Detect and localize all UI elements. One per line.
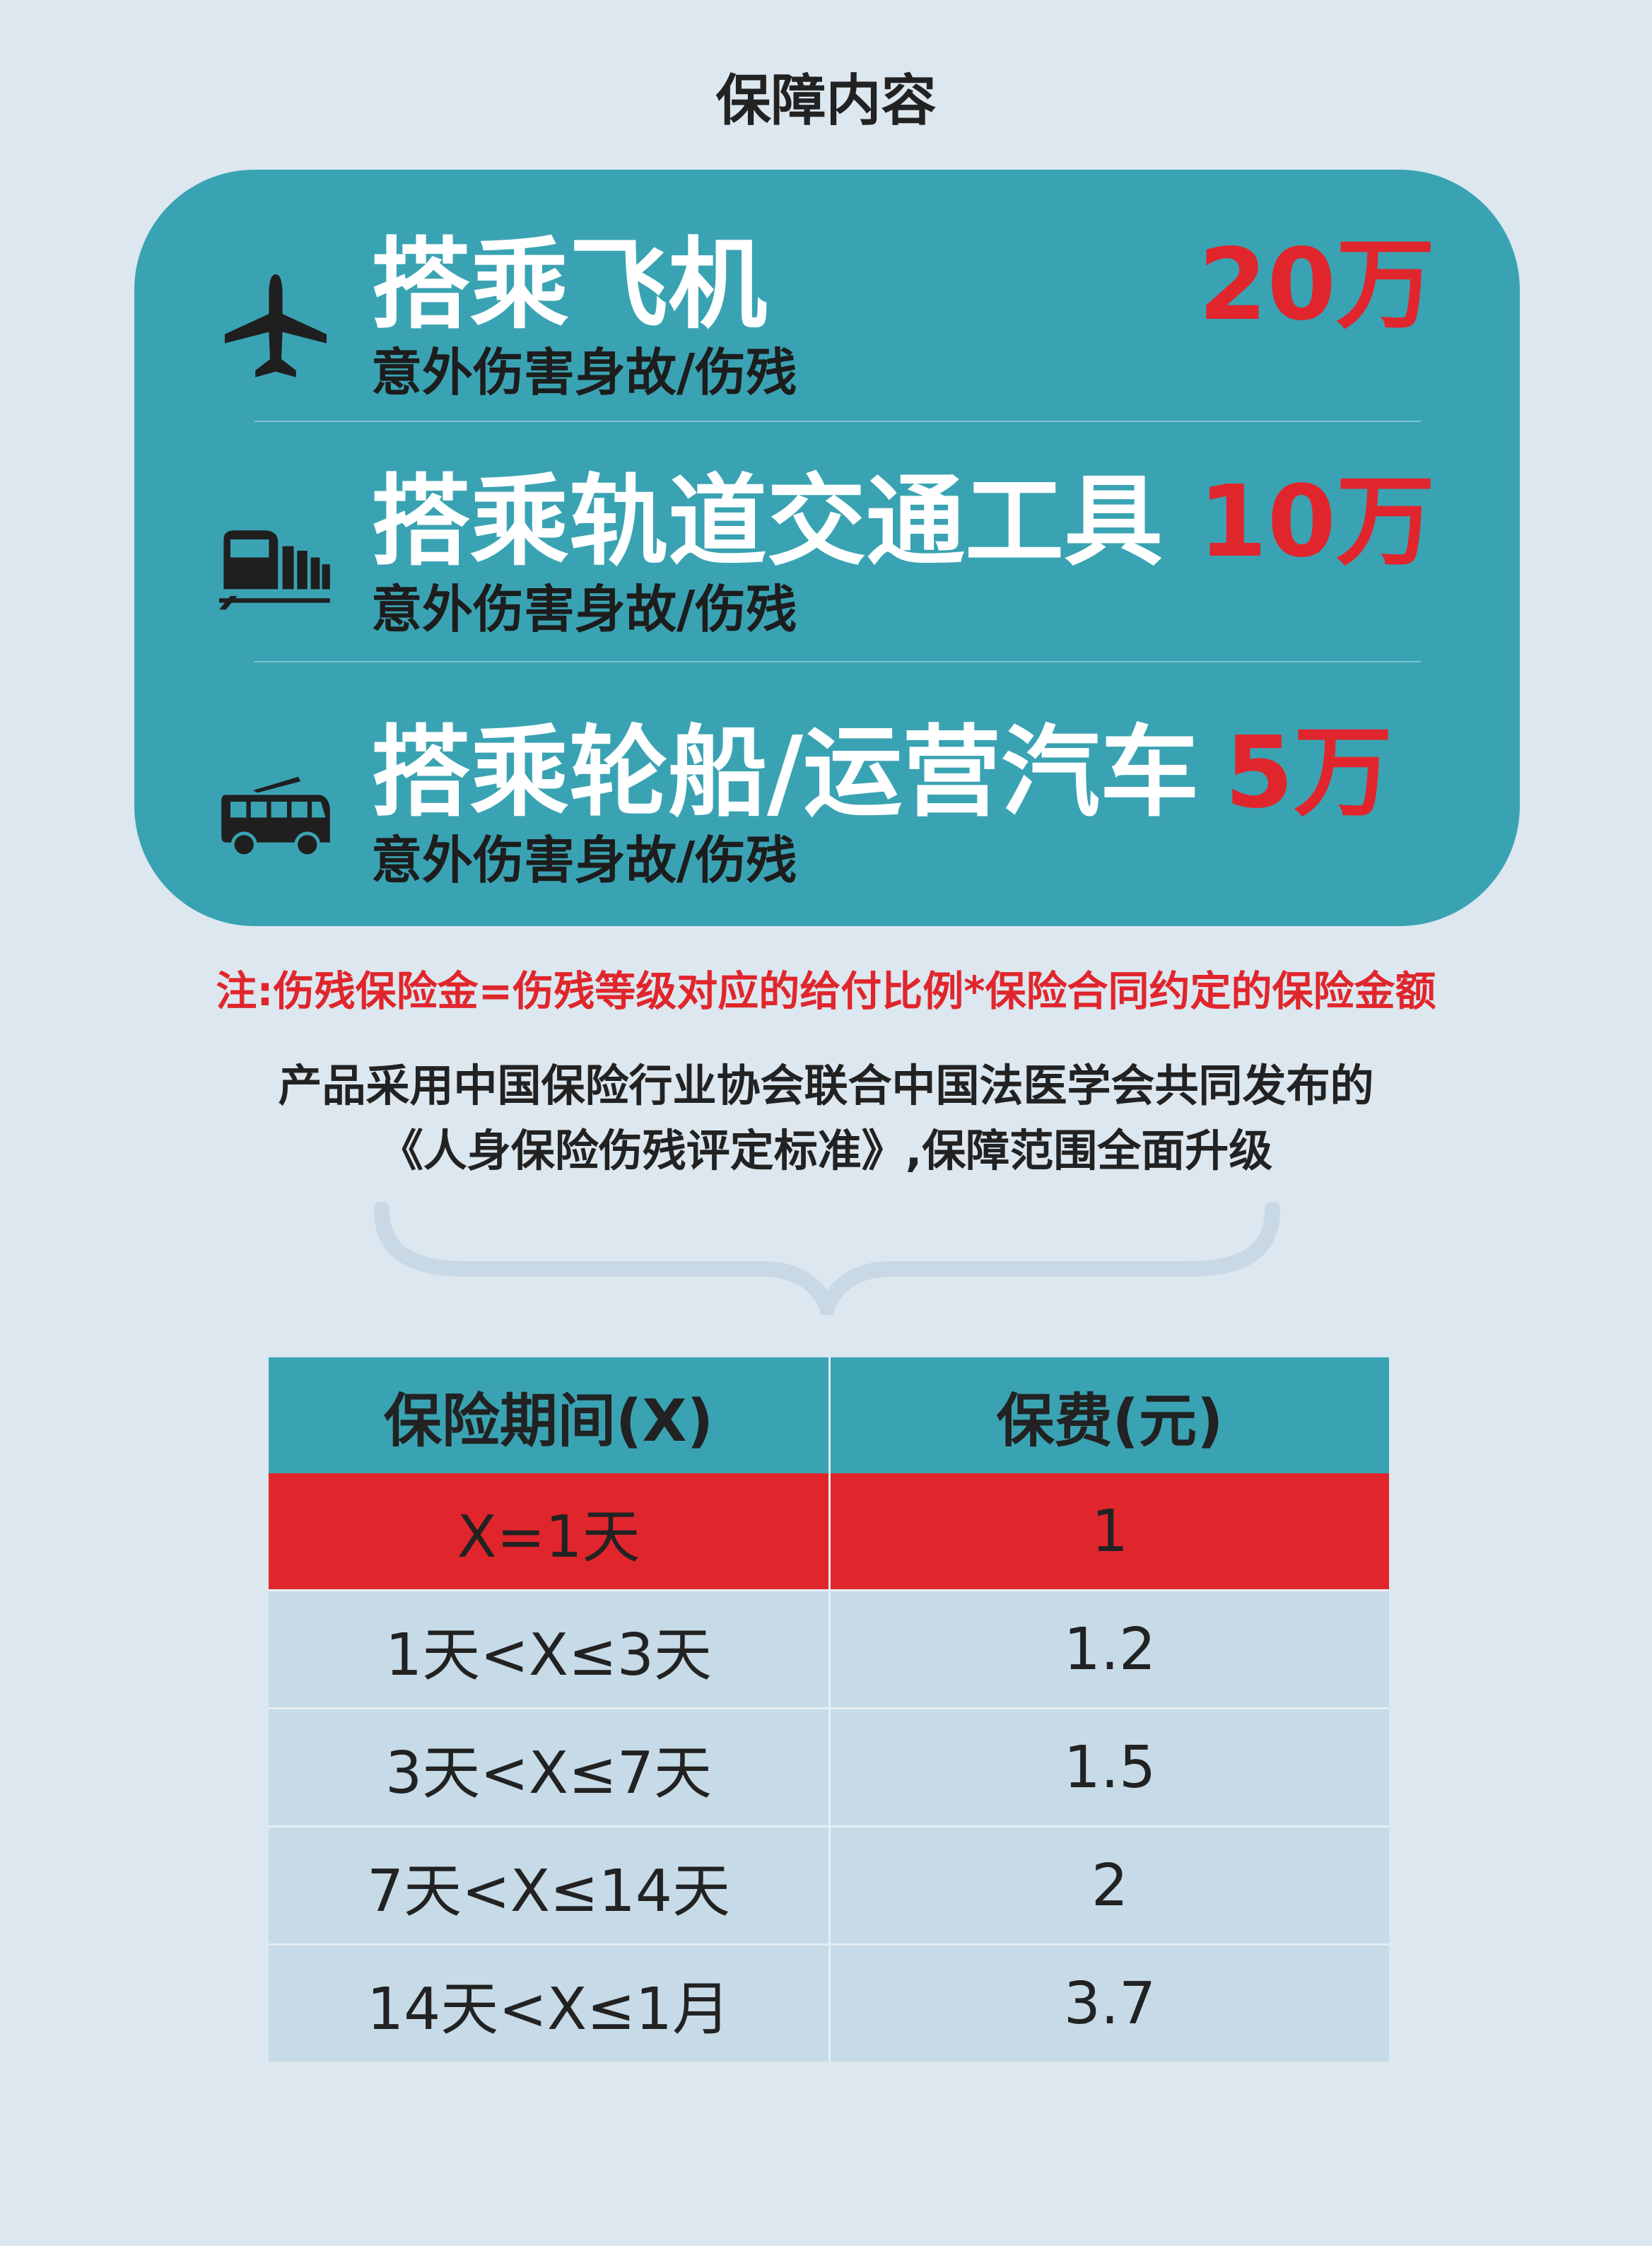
coverage-panel: 搭乘飞机 意外伤害身故/伤残 20万 搭乘轨道交通工具 意外伤害身故/伤残 10… (134, 170, 1520, 926)
table-header-row: 保险期间(X) 保费(元) (269, 1357, 1389, 1473)
column-header-period: 保险期间(X) (269, 1357, 831, 1473)
coverage-subtitle: 意外伤害身故/伤残 (371, 580, 797, 639)
premium-cell: 2 (829, 1825, 1389, 1945)
premium-table: 保险期间(X) 保费(元) X=1天 1 1天<X≤3天 1.2 3天<X≤7天… (269, 1357, 1389, 2061)
premium-cell: 1.5 (829, 1707, 1389, 1827)
period-cell: X=1天 (269, 1473, 831, 1591)
premium-cell: 3.7 (829, 1943, 1389, 2061)
coverage-subtitle: 意外伤害身故/伤残 (371, 343, 797, 402)
premium-cell: 1.2 (829, 1589, 1389, 1709)
bus-icon (221, 776, 330, 858)
coverage-subtitle: 意外伤害身故/伤残 (371, 831, 797, 890)
premium-cell: 1 (829, 1473, 1389, 1591)
coverage-title: 搭乘飞机 (371, 228, 768, 343)
table-row: 3天<X≤7天 1.5 (269, 1707, 1389, 1827)
period-cell: 3天<X≤7天 (269, 1707, 831, 1827)
column-header-premium: 保费(元) (829, 1357, 1389, 1473)
coverage-title: 搭乘轨道交通工具 (371, 464, 1164, 580)
description-line: 产品采用中国保险行业协会联合中国法医学会共同发布的 (278, 1060, 1374, 1111)
airplane-icon (225, 274, 327, 378)
description-line: 《人身保险伤残评定标准》,保障范围全面升级 (379, 1125, 1273, 1176)
page-title: 保障内容 (715, 69, 937, 133)
table-row: 7天<X≤14天 2 (269, 1825, 1389, 1945)
curly-brace-decoration (374, 1202, 1280, 1315)
coverage-row-airplane: 搭乘飞机 意外伤害身故/伤残 20万 (134, 205, 1520, 438)
coverage-title: 搭乘轮船/运营汽车 (371, 715, 1200, 831)
period-cell: 14天<X≤1月 (269, 1943, 831, 2061)
table-row: 1天<X≤3天 1.2 (269, 1589, 1389, 1709)
divider (254, 661, 1421, 662)
coverage-row-train: 搭乘轨道交通工具 意外伤害身故/伤残 10万 (134, 442, 1520, 675)
coverage-amount: 20万 (1198, 228, 1435, 343)
divider (254, 421, 1421, 422)
coverage-amount: 10万 (1198, 464, 1435, 580)
train-icon (219, 530, 330, 610)
product-description: 产品采用中国保险行业协会联合中国法医学会共同发布的 《人身保险伤残评定标准》,保… (0, 1053, 1652, 1183)
period-cell: 7天<X≤14天 (269, 1825, 831, 1945)
table-row: 14天<X≤1月 3.7 (269, 1943, 1389, 2061)
disability-note: 注:伤残保险金=伤残等级对应的给付比例*保险合同约定的保险金额 (216, 967, 1436, 1015)
coverage-amount: 5万 (1224, 715, 1393, 831)
coverage-row-bus: 搭乘轮船/运营汽车 意外伤害身故/伤残 5万 (134, 693, 1520, 926)
period-cell: 1天<X≤3天 (269, 1589, 831, 1709)
table-row: X=1天 1 (269, 1473, 1389, 1591)
